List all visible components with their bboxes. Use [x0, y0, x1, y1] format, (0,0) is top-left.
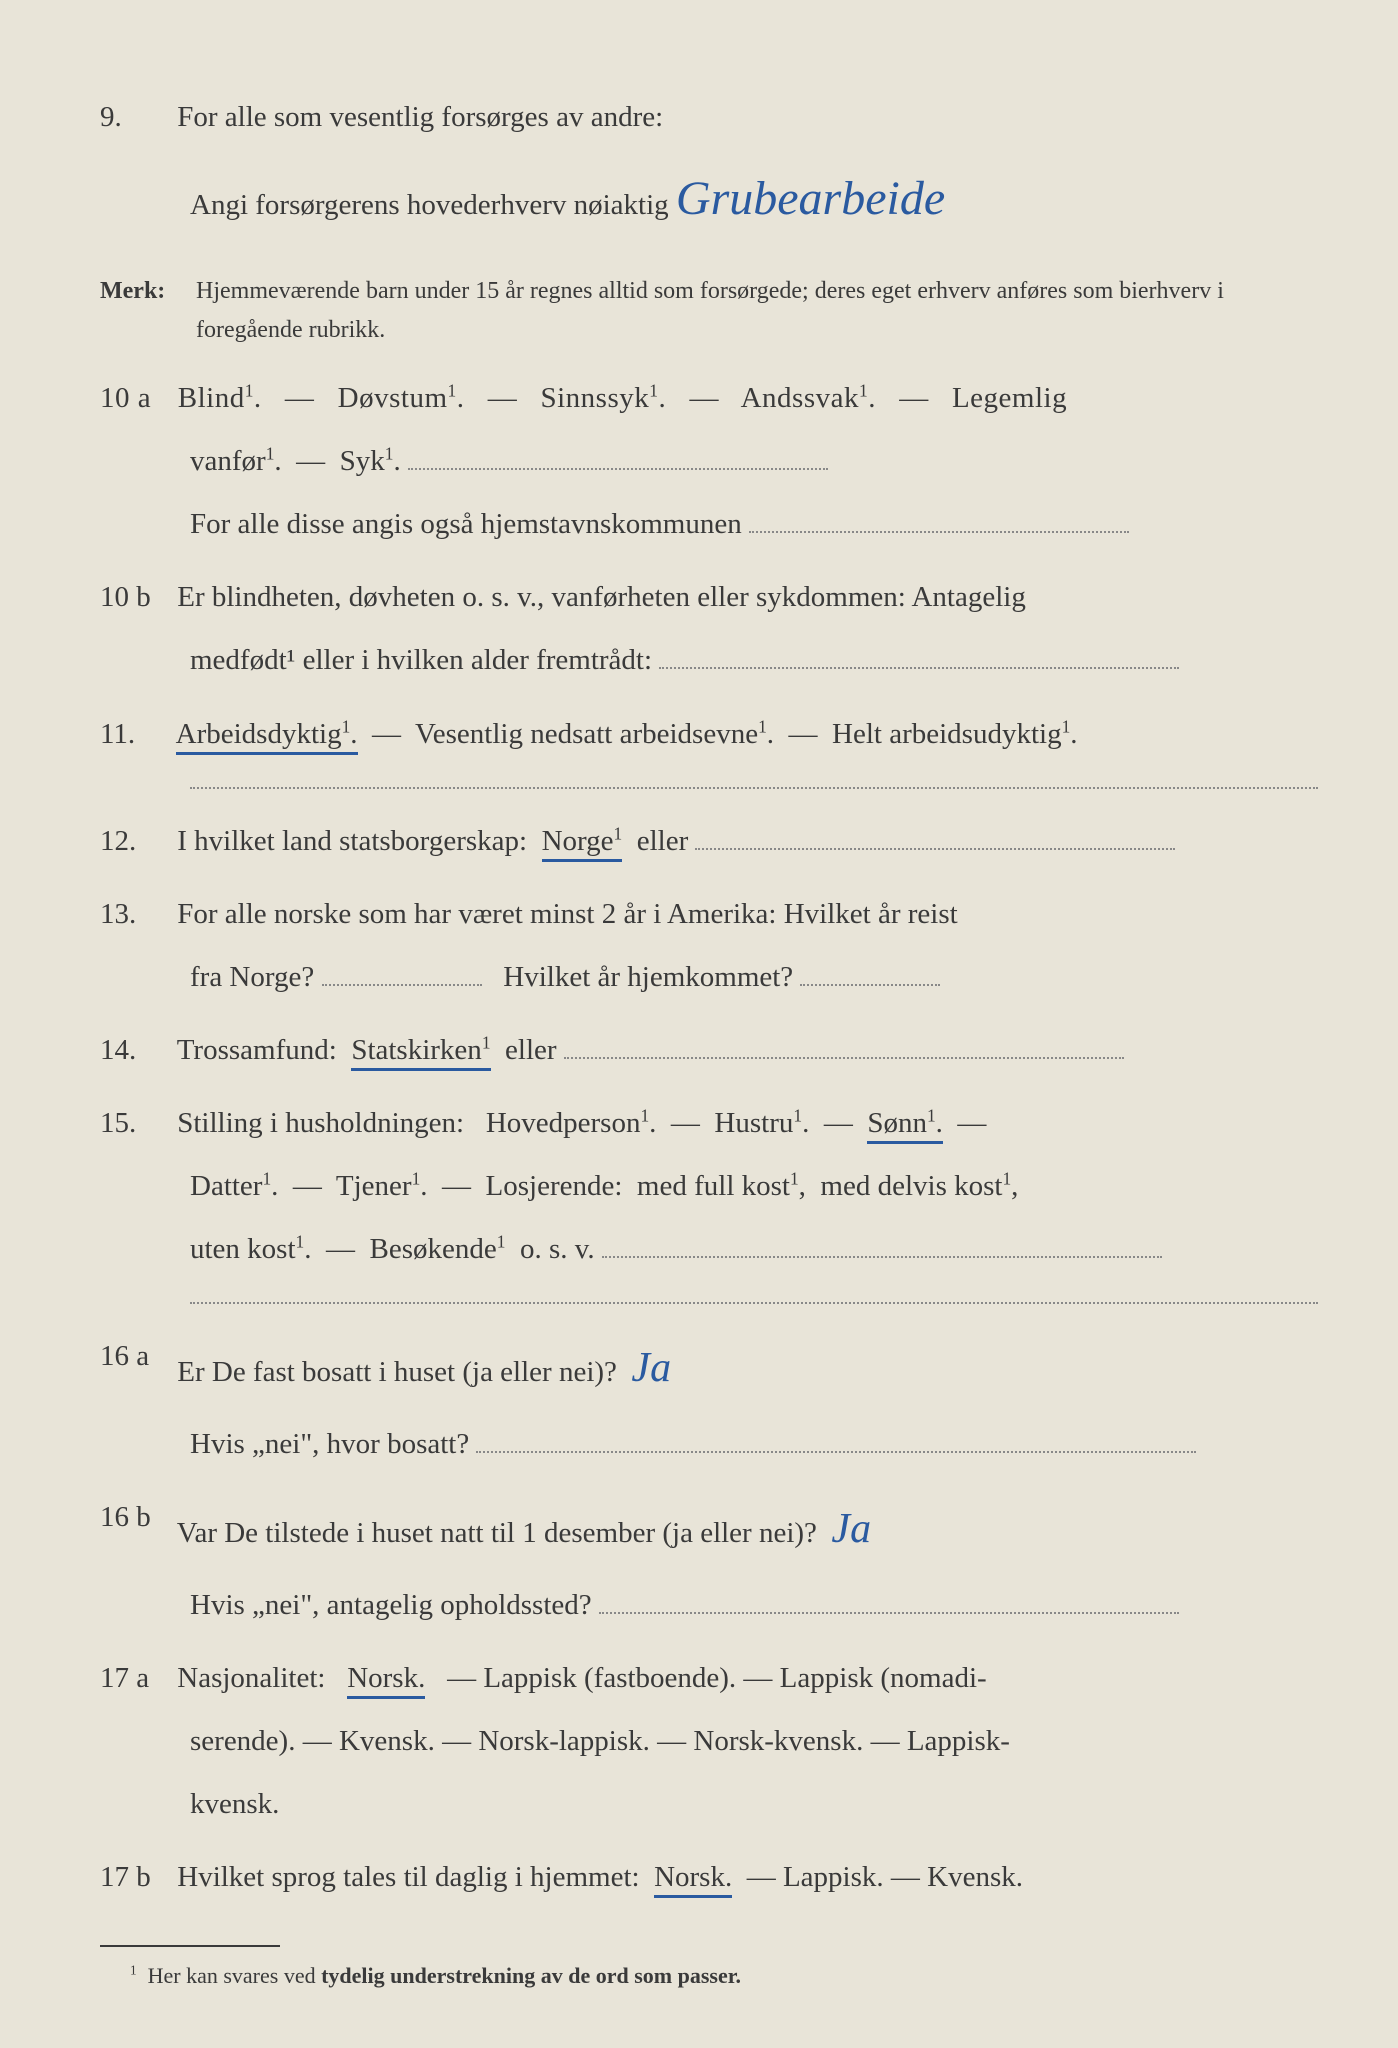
q15-delviskost: med delvis kost1, [820, 1170, 1018, 1202]
q17a-number: 17 a [100, 1651, 170, 1706]
merk-label: Merk: [100, 272, 190, 310]
q15-osv: o. s. v. [520, 1233, 595, 1265]
q10a-opt-blind: Blind1. [178, 382, 262, 414]
q14-number: 14. [100, 1023, 170, 1078]
q14-selected: Statskirken1 [351, 1034, 490, 1071]
question-10a: 10 a Blind1. — Døvstum1. — Sinnssyk1. — … [100, 371, 1318, 552]
q16b-question: Var De tilstede i huset natt til 1 desem… [177, 1517, 817, 1549]
q10a-opt-andssvak: Andssvak1. [741, 382, 876, 414]
q16a-line2: Hvis „nei", hvor bosatt? [190, 1428, 469, 1460]
q15-opt-hustru: Hustru1. [714, 1107, 809, 1139]
q15-fullkost: med full kost1, [637, 1170, 806, 1202]
question-16b: 16 b Var De tilstede i huset natt til 1 … [100, 1490, 1318, 1633]
footnote-text: Her kan svares ved tydelig understreknin… [148, 1963, 741, 1988]
q13-line2a: fra Norge? [190, 961, 314, 993]
q12-number: 12. [100, 814, 170, 869]
q15-opt-tjener: Tjener1. [336, 1170, 428, 1202]
q17b-number: 17 b [100, 1850, 170, 1905]
q17b-prefix: Hvilket sprog tales til daglig i hjemmet… [177, 1861, 639, 1893]
question-15: 15. Stilling i husholdningen: Hovedperso… [100, 1096, 1318, 1277]
merk-note: Merk: Hjemmeværende barn under 15 år reg… [100, 272, 1318, 349]
question-11: 11. Arbeidsdyktig1. — Vesentlig nedsatt … [100, 707, 1318, 762]
question-12: 12. I hvilket land statsborgerskap: Norg… [100, 814, 1318, 869]
divider-1 [190, 787, 1318, 789]
q10b-line1: Er blindheten, døvheten o. s. v., vanfør… [177, 581, 1026, 613]
q17a-line3: kvensk. [190, 1788, 279, 1820]
q10a-opt-dovstum: Døvstum1. [338, 382, 465, 414]
q16b-answer: Ja [831, 1506, 871, 1552]
q14-suffix: eller [505, 1034, 557, 1066]
q10b-line2: medfødt¹ eller i hvilken alder fremtrådt… [190, 644, 652, 676]
question-17b: 17 b Hvilket sprog tales til daglig i hj… [100, 1850, 1318, 1905]
question-14: 14. Trossamfund: Statskirken1 eller [100, 1023, 1318, 1078]
q9-handwritten-answer: Grubearbeide [676, 172, 945, 225]
q10a-opt-vanfor: vanfør1. [190, 445, 282, 477]
q17a-line2: serende). — Kvensk. — Norsk-lappisk. — N… [190, 1725, 1010, 1757]
divider-2 [190, 1302, 1318, 1304]
q16b-number: 16 b [100, 1490, 170, 1545]
q10a-number: 10 a [100, 371, 170, 426]
question-9: 9. For alle som vesentlig forsørges av a… [100, 90, 1318, 244]
q12-prefix: I hvilket land statsborgerskap: [177, 825, 527, 857]
q11-opt3: Helt arbeidsudyktig1. [832, 718, 1078, 750]
q15-opt-datter: Datter1. [190, 1170, 278, 1202]
question-10b: 10 b Er blindheten, døvheten o. s. v., v… [100, 570, 1318, 688]
q16a-answer: Ja [631, 1345, 671, 1391]
q9-number: 9. [100, 90, 170, 145]
q15-utenkost: uten kost1. [190, 1233, 311, 1265]
q9-line2-prefix: Angi forsørgerens hovederhverv nøiaktig [190, 189, 669, 221]
q11-number: 11. [100, 707, 170, 762]
q11-opt2: Vesentlig nedsatt arbeidsevne1. [415, 718, 774, 750]
footnote-num: 1 [130, 1963, 137, 1978]
q15-prefix: Stilling i husholdningen: [177, 1107, 464, 1139]
q10a-opt-syk: Syk1. [340, 445, 401, 477]
question-13: 13. For alle norske som har været minst … [100, 887, 1318, 1005]
question-17a: 17 a Nasjonalitet: Norsk. — Lappisk (fas… [100, 1651, 1318, 1832]
q12-suffix: eller [637, 825, 689, 857]
q11-selected: Arbeidsdyktig1. [176, 718, 358, 755]
q17b-selected: Norsk. [654, 1861, 732, 1898]
document-page: 9. For alle som vesentlig forsørges av a… [0, 0, 1398, 2048]
q12-selected: Norge1 [542, 825, 623, 862]
q10b-number: 10 b [100, 570, 170, 625]
q15-losjerende: Losjerende: [486, 1170, 623, 1202]
q13-line1: For alle norske som har været minst 2 år… [177, 898, 957, 930]
q15-opt-hovedperson: Hovedperson1. [486, 1107, 657, 1139]
q16a-question: Er De fast bosatt i huset (ja eller nei)… [177, 1356, 617, 1388]
q17a-prefix: Nasjonalitet: [177, 1662, 325, 1694]
q10a-opt-sinnssyk: Sinnssyk1. [540, 382, 666, 414]
q14-prefix: Trossamfund: [177, 1034, 337, 1066]
q13-line2b: Hvilket år hjemkommet? [503, 961, 793, 993]
q17a-rest: — Lappisk (fastboende). — Lappisk (nomad… [447, 1662, 987, 1694]
q15-selected-sonn: Sønn1. [867, 1107, 943, 1144]
q16a-number: 16 a [100, 1329, 170, 1384]
footnote-rule [100, 1945, 280, 1947]
q15-number: 15. [100, 1096, 170, 1151]
q17a-selected: Norsk. [347, 1662, 425, 1699]
footnote: 1 Her kan svares ved tydelig understrekn… [130, 1955, 1318, 1997]
q17b-rest: — Lappisk. — Kvensk. [747, 1861, 1023, 1893]
q9-line1: For alle som vesentlig forsørges av andr… [177, 101, 663, 133]
question-16a: 16 a Er De fast bosatt i huset (ja eller… [100, 1329, 1318, 1472]
q10a-opt-legemlig: Legemlig [952, 382, 1067, 414]
q13-number: 13. [100, 887, 170, 942]
q15-besokende: Besøkende1 [369, 1233, 505, 1265]
merk-text: Hjemmeværende barn under 15 år regnes al… [196, 272, 1296, 349]
q10a-line3: For alle disse angis også hjemstavnskomm… [190, 508, 742, 540]
q16b-line2: Hvis „nei", antagelig opholdssted? [190, 1589, 592, 1621]
